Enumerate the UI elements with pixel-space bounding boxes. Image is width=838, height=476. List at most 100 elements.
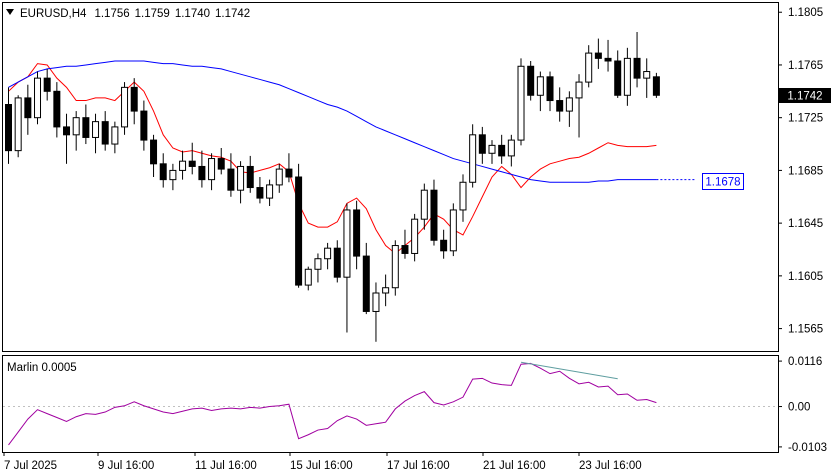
candle-body [63,126,71,136]
candle-body [169,169,177,181]
candle-body [275,168,283,186]
candle-body [469,134,477,183]
moving-averages [8,60,696,255]
candle-body [546,76,554,102]
chart-header: EURUSD,H4 1.1756 1.1759 1.1740 1.1742 [20,8,250,20]
ma-value-tag: 1.1678 [702,173,744,190]
candle-body [527,65,535,96]
indicator-panel [8,361,657,446]
candle-body [266,184,274,199]
candle-body [121,86,129,128]
candle-body [382,287,390,294]
main-panel-border [2,2,779,352]
candle-body [420,189,428,220]
candle-body [34,77,42,119]
svg-text:1.1742: 1.1742 [787,91,822,103]
time-label: 23 Jul 16:00 [579,460,642,472]
candle-body [459,181,467,211]
candle-body [43,77,51,92]
time-label: 17 Jul 16:00 [387,460,450,472]
price-tick-label: 1.1685 [788,165,823,177]
time-label: 15 Jul 16:00 [290,460,353,472]
candle-body [159,163,167,181]
candle-body [130,86,138,112]
candle-body [179,160,187,171]
candle-body [478,134,486,154]
candle-body [401,245,409,254]
candle-body [246,165,254,189]
candle-body [227,168,235,191]
candle-body [556,100,564,112]
candle-body [623,57,631,96]
red-line [8,63,657,255]
axes: 1.1805 1.1765 1.1725 1.1685 1.1645 1.1605 1.15… [3,7,827,472]
price-tick-label: 1.1565 [788,324,823,336]
candle-body [643,71,651,79]
price-tick-label: 1.1725 [788,113,823,125]
candle-body [5,104,12,152]
indicator-label: Marlin 0.0005 [7,362,77,374]
candle-body [333,247,341,278]
candle-body [614,60,622,96]
collapse-arrow-icon[interactable] [6,9,14,15]
candle-body [391,245,399,289]
time-label: 7 Jul 2025 [4,460,57,472]
candle-body [285,168,293,178]
candle-body [372,292,380,312]
time-label: 21 Jul 16:00 [483,460,546,472]
candle-body [488,144,496,154]
blue-line [8,60,657,183]
time-label: 11 Jul 16:00 [195,460,257,472]
svg-text:1.1678: 1.1678 [705,177,740,189]
candle-body [343,209,351,278]
candle-body [14,97,22,152]
indicator-tick-label: -0.0103 [788,442,827,454]
candle-body [256,187,264,199]
candle-body [198,165,206,181]
indicator-tick-label: 0.0116 [788,356,822,368]
candle-body [498,144,506,157]
candle-body [304,268,312,286]
candle-body [237,165,245,191]
candle-body [150,139,158,165]
candle-body [217,158,225,170]
candle-body [140,110,148,141]
candle-body [92,121,100,138]
price-tick-label: 1.1805 [788,7,823,19]
candle-body [517,65,525,141]
candle-body [633,57,641,79]
candle-body [111,126,119,145]
candles [5,32,660,342]
indicator-tick-label: 0.00 [788,402,810,414]
candle-body [353,209,361,257]
candle-body [507,139,515,157]
candle-body [208,158,216,181]
time-label: 9 Jul 16:00 [98,460,154,472]
candle-body [362,255,370,312]
candle-body [449,209,457,252]
candle-body [295,176,303,286]
divergence-line [520,361,618,380]
candle-body [24,97,32,119]
candle-body [575,81,583,99]
indicator-line [8,362,657,446]
candle-body [652,76,660,96]
candle-body [565,97,573,112]
candle-body [101,121,109,145]
candle-body [536,76,544,96]
candle-body [314,258,322,270]
candle-body [82,117,90,138]
indicator-panel-border [2,355,779,453]
candle-body [604,57,612,62]
candle-body [440,239,448,252]
candle-body [430,189,438,241]
candle-body [72,117,80,136]
candle-body [53,90,61,128]
current-price-tag: 1.1742 [779,88,831,103]
price-tick-label: 1.1765 [788,60,823,72]
price-tick-label: 1.1645 [788,218,823,230]
candle-body [411,218,419,254]
candle-body [324,247,332,260]
